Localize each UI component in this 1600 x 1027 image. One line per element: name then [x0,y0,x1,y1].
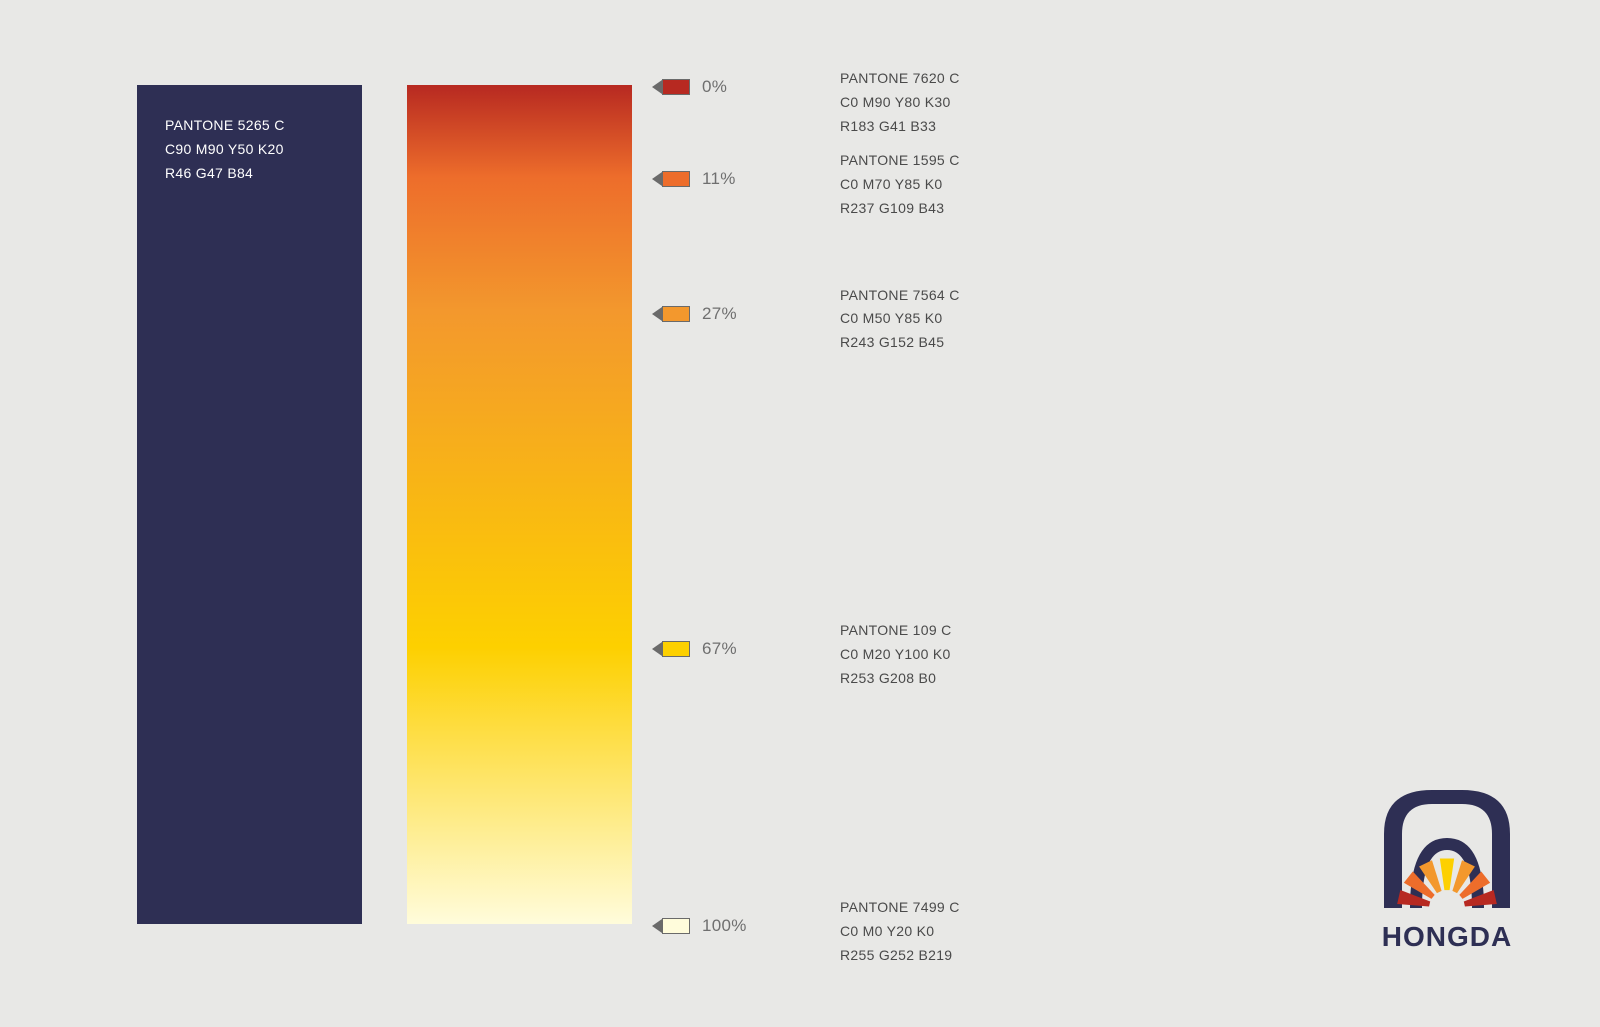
primary-color-codes: PANTONE 5265 CC90 M90 Y50 K20R46 G47 B84 [165,114,285,185]
gradient-stop-marker: 0% [652,77,727,97]
gradient-stop-codes: PANTONE 7564 CC0 M50 Y85 K0R243 G152 B45 [840,284,960,355]
gradient-stop-marker: 27% [652,304,737,324]
gradient-stop-codes: PANTONE 109 CC0 M20 Y100 K0R253 G208 B0 [840,619,952,690]
color-code-line: PANTONE 1595 C [840,149,960,173]
color-code-line: PANTONE 5265 C [165,114,285,138]
gradient-stop-marker: 67% [652,639,737,659]
gradient-stop-codes: PANTONE 7499 CC0 M0 Y20 K0R255 G252 B219 [840,896,960,967]
color-swatch [662,171,690,187]
color-swatch [662,918,690,934]
color-code-line: R46 G47 B84 [165,162,285,186]
primary-color-bar [137,85,362,924]
color-swatch [662,79,690,95]
color-code-line: C0 M90 Y80 K30 [840,91,960,115]
color-code-line: PANTONE 7499 C [840,896,960,920]
gradient-stop-percent: 67% [702,639,737,659]
color-code-line: C0 M0 Y20 K0 [840,920,960,944]
gradient-stop-codes: PANTONE 7620 CC0 M90 Y80 K30R183 G41 B33 [840,67,960,138]
gradient-stop-codes: PANTONE 1595 CC0 M70 Y85 K0R237 G109 B43 [840,149,960,220]
arrow-left-icon [652,919,662,933]
gradient-stop-percent: 11% [702,169,736,189]
color-code-line: PANTONE 7564 C [840,284,960,308]
color-code-line: R253 G208 B0 [840,667,952,691]
color-code-line: R237 G109 B43 [840,197,960,221]
color-code-line: C90 M90 Y50 K20 [165,138,285,162]
brand-logo: HONGDA [1372,790,1522,953]
color-code-line: C0 M70 Y85 K0 [840,173,960,197]
gradient-stop-percent: 0% [702,77,727,97]
arrow-left-icon [652,307,662,321]
gradient-stop-marker: 100% [652,916,747,936]
gradient-stop-percent: 100% [702,916,747,936]
color-code-line: C0 M20 Y100 K0 [840,643,952,667]
color-code-line: R183 G41 B33 [840,115,960,139]
color-code-line: R255 G252 B219 [840,944,960,968]
arrow-left-icon [652,80,662,94]
color-code-line: PANTONE 109 C [840,619,952,643]
color-code-line: C0 M50 Y85 K0 [840,307,960,331]
color-code-line: R243 G152 B45 [840,331,960,355]
color-swatch [662,306,690,322]
gradient-stop-percent: 27% [702,304,737,324]
brand-logo-text: HONGDA [1372,921,1522,953]
logo-mark-icon [1372,790,1522,910]
color-swatch [662,641,690,657]
arrow-left-icon [652,642,662,656]
color-code-line: PANTONE 7620 C [840,67,960,91]
gradient-stop-marker: 11% [652,169,736,189]
arrow-left-icon [652,172,662,186]
gradient-color-bar [407,85,632,924]
